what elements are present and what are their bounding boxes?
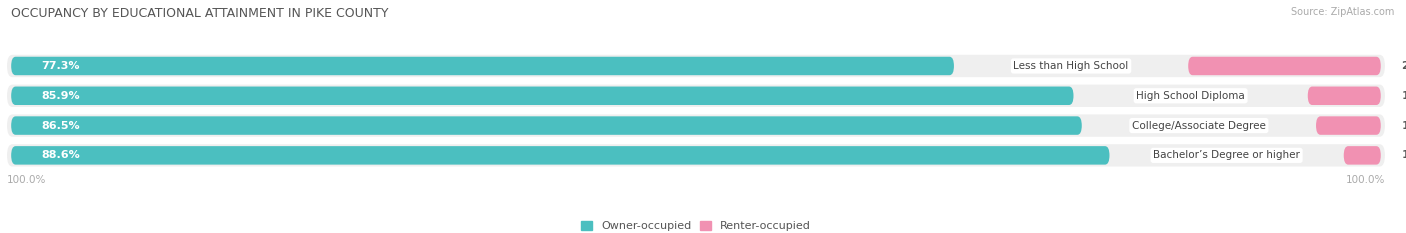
FancyBboxPatch shape xyxy=(1344,146,1381,165)
Text: 22.8%: 22.8% xyxy=(1402,61,1406,71)
Text: 14.1%: 14.1% xyxy=(1402,91,1406,101)
Text: 100.0%: 100.0% xyxy=(1346,175,1385,185)
FancyBboxPatch shape xyxy=(11,57,953,75)
Text: College/Associate Degree: College/Associate Degree xyxy=(1132,120,1265,130)
FancyBboxPatch shape xyxy=(7,114,1385,137)
FancyBboxPatch shape xyxy=(1316,116,1381,135)
FancyBboxPatch shape xyxy=(11,116,1081,135)
Text: 88.6%: 88.6% xyxy=(42,150,80,160)
FancyBboxPatch shape xyxy=(11,146,1109,165)
Text: 100.0%: 100.0% xyxy=(7,175,46,185)
Text: 11.5%: 11.5% xyxy=(1402,150,1406,160)
FancyBboxPatch shape xyxy=(7,55,1385,77)
Text: High School Diploma: High School Diploma xyxy=(1136,91,1244,101)
FancyBboxPatch shape xyxy=(7,144,1385,167)
Text: 77.3%: 77.3% xyxy=(42,61,80,71)
Text: 85.9%: 85.9% xyxy=(42,91,80,101)
Text: 13.5%: 13.5% xyxy=(1402,120,1406,130)
FancyBboxPatch shape xyxy=(11,86,1074,105)
Legend: Owner-occupied, Renter-occupied: Owner-occupied, Renter-occupied xyxy=(576,217,815,233)
FancyBboxPatch shape xyxy=(1188,57,1381,75)
FancyBboxPatch shape xyxy=(1308,86,1381,105)
Text: Bachelor’s Degree or higher: Bachelor’s Degree or higher xyxy=(1153,150,1301,160)
Text: Less than High School: Less than High School xyxy=(1014,61,1129,71)
FancyBboxPatch shape xyxy=(7,85,1385,107)
Text: 86.5%: 86.5% xyxy=(42,120,80,130)
Text: Source: ZipAtlas.com: Source: ZipAtlas.com xyxy=(1291,7,1395,17)
Text: OCCUPANCY BY EDUCATIONAL ATTAINMENT IN PIKE COUNTY: OCCUPANCY BY EDUCATIONAL ATTAINMENT IN P… xyxy=(11,7,388,20)
